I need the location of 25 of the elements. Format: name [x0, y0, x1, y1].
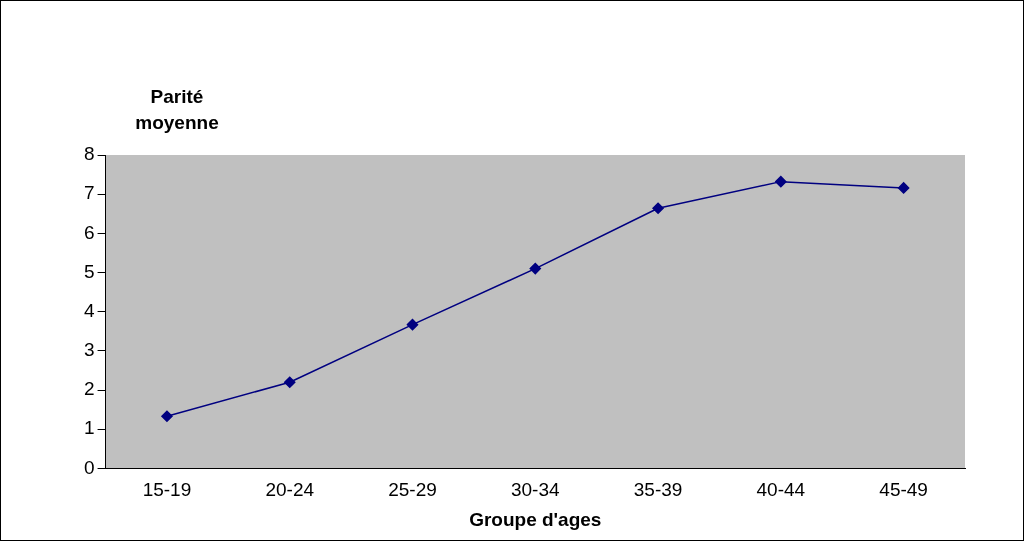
- x-axis-title: Groupe d'ages: [469, 508, 602, 530]
- point: [283, 376, 296, 388]
- point: [161, 410, 173, 423]
- y-tick-label: 8: [83, 143, 95, 165]
- point: [652, 202, 664, 215]
- x-tick-label: 45-49: [879, 479, 928, 501]
- point: [529, 262, 542, 275]
- y-tick-label: 6: [83, 221, 95, 243]
- y-tick-label: 2: [83, 378, 95, 400]
- x-tick-label: 35-39: [633, 479, 683, 501]
- x-tick-label: 30-34: [510, 479, 561, 501]
- point: [897, 182, 910, 194]
- y-axis-title: Parité moyenne: [135, 86, 219, 133]
- y-tick-label: 0: [83, 456, 95, 478]
- y-tick-label: 1: [83, 417, 95, 439]
- y-tick-label: 5: [83, 260, 95, 282]
- x-tick-label: 40-44: [756, 479, 806, 501]
- x-tick-label: 20-24: [265, 479, 315, 501]
- y-tick-label: 3: [83, 339, 95, 361]
- y-tick-label: 4: [83, 299, 95, 321]
- point: [775, 175, 787, 188]
- point: [406, 318, 419, 331]
- x-tick-label: 25-29: [388, 479, 437, 501]
- y-tick-label: 7: [83, 182, 95, 204]
- x-tick-label: 15-19: [142, 479, 192, 501]
